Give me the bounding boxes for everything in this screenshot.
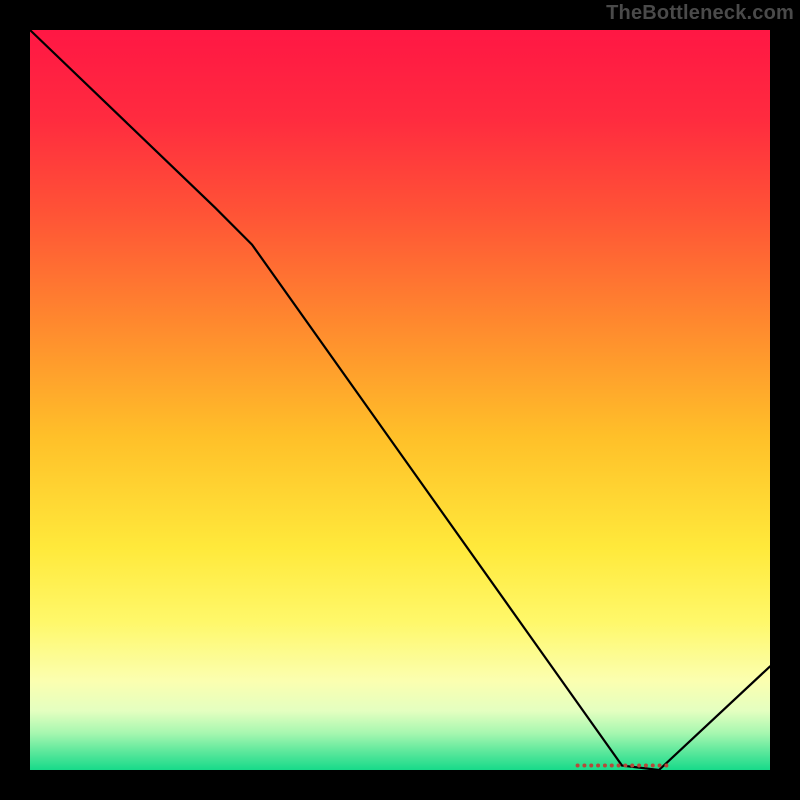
plot-border-bottom [0,770,800,800]
optimal-dot [610,764,614,768]
optimal-dot [576,764,580,768]
optimal-dot [630,764,634,768]
optimal-dot [658,764,662,768]
chart-container: TheBottleneck.com [0,0,800,800]
optimal-dot [582,764,586,768]
plot-border-right [770,0,800,800]
watermark-text: TheBottleneck.com [606,2,794,25]
optimal-dot [644,764,648,768]
chart-svg [0,0,800,800]
optimal-dot [617,764,621,768]
optimal-dot [637,764,641,768]
optimal-dot [664,764,668,768]
plot-border-left [0,0,30,800]
gradient-background [30,30,770,770]
optimal-dot [589,764,593,768]
optimal-dot [651,764,655,768]
optimal-dot [623,764,627,768]
optimal-dot [603,764,607,768]
optimal-dot [596,764,600,768]
